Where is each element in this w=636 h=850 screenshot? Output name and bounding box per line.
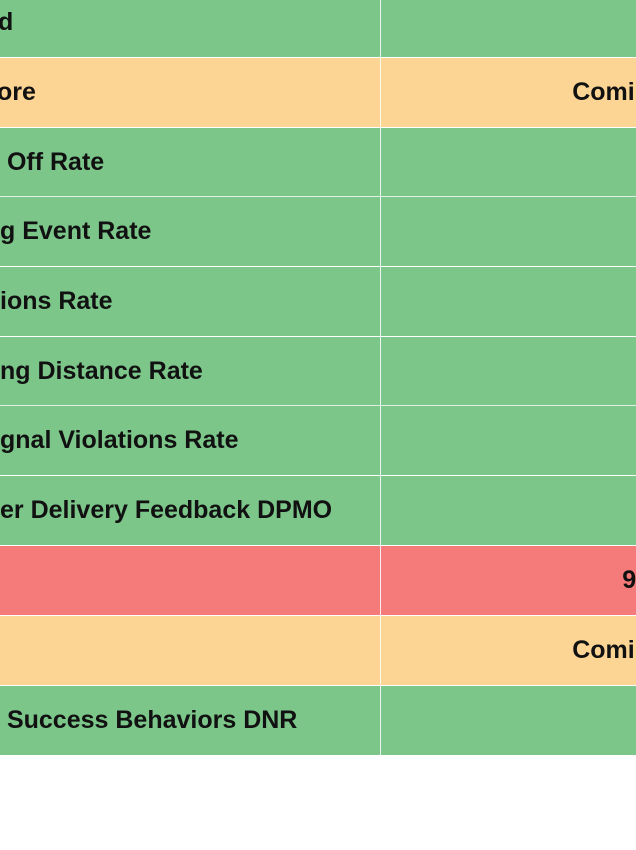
metric-value-cell: 0 [380,337,636,406]
metric-label: er Delivery Feedback DPMO [0,496,333,524]
metric-label: gnal Violations Rate [0,426,239,454]
metric-value: 92 [622,566,636,594]
metric-label-cell: Off Rate [0,128,380,197]
metric-label-cell [0,546,380,615]
row-divider [0,545,636,546]
metric-label-cell: gnal Violations Rate [0,406,380,475]
metric-label-cell: er Delivery Feedback DPMO [0,476,380,545]
metric-label-cell: g Event Rate [0,197,380,266]
row-divider [0,336,636,337]
row-divider [0,615,636,616]
table-row: ions Rate 0 [0,267,636,336]
table-row: Off Rate 0 [0,128,636,197]
metric-value-cell: Comin [380,58,636,127]
metric-label-cell: ng Distance Rate [0,337,380,406]
table-row: ore Comin [0,58,636,127]
metric-label: Off Rate [0,148,105,176]
metric-value-cell: 92 [380,546,636,615]
table-row: Success Behaviors DNR [0,686,636,755]
metric-label: ions Rate [0,287,113,315]
metric-label: g Event Rate [0,217,152,245]
metric-value: Comin [572,78,636,106]
metric-label-cell [0,616,380,685]
metric-value-cell: 0 [380,267,636,336]
table-row: d 1 [0,0,636,57]
metric-value-cell: 6 [380,476,636,545]
metric-value-cell: 1 [380,0,636,57]
metric-value-cell [380,686,636,755]
metric-label-cell: ore [0,58,380,127]
row-divider [0,266,636,267]
row-divider [0,685,636,686]
table-row: er Delivery Feedback DPMO 6 [0,476,636,545]
metric-label: d [0,8,14,36]
metric-value-cell: 0 [380,197,636,266]
row-divider [0,127,636,128]
metric-value: Comin [572,636,636,664]
metric-label: ng Distance Rate [0,357,203,385]
table-row: g Event Rate 0 [0,197,636,266]
table-row: Comin [0,616,636,685]
row-divider [0,57,636,58]
table-row: 92 [0,546,636,615]
metric-label-cell: ions Rate [0,267,380,336]
table-row: gnal Violations Rate 0 [0,406,636,475]
row-divider [0,196,636,197]
metric-label-cell: d [0,0,380,57]
metric-value-cell: 0 [380,406,636,475]
metric-label: Success Behaviors DNR [0,706,298,734]
metric-label-cell: Success Behaviors DNR [0,686,380,755]
metric-label: ore [0,78,36,106]
row-divider [0,405,636,406]
table-row: ng Distance Rate 0 [0,337,636,406]
metric-value-cell: 0 [380,128,636,197]
row-divider [0,475,636,476]
metric-value-cell: Comin [380,616,636,685]
